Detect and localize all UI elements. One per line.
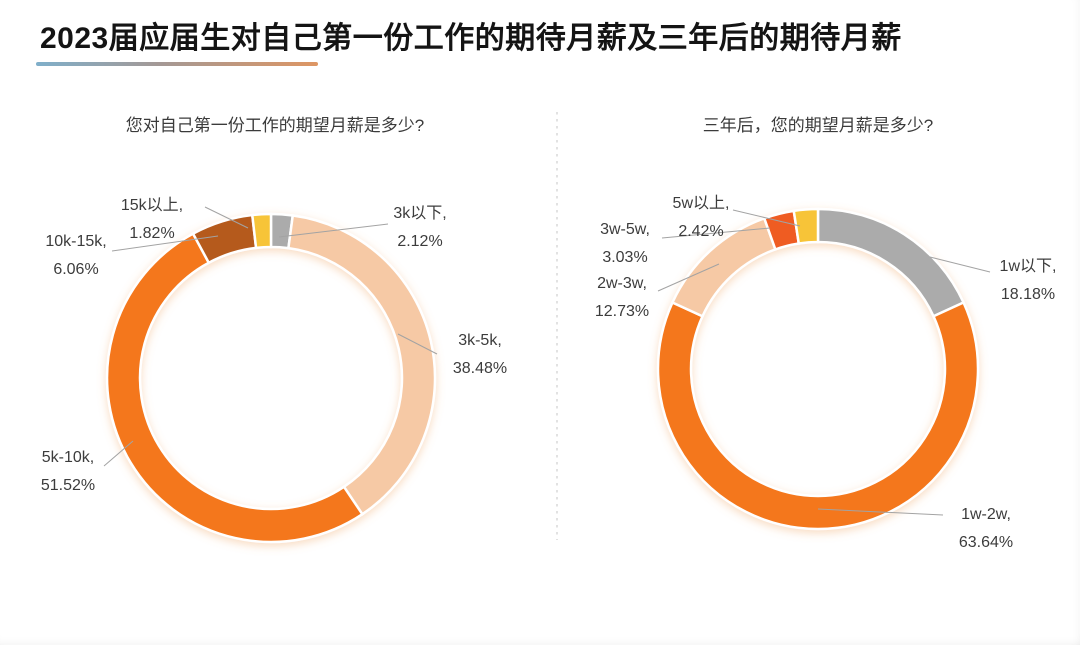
callout-left-10k-15k: 10k-15k, 6.06% [30,228,122,284]
callout-label: 1w以下, [999,258,1057,275]
leader-right-5w-plus [732,209,801,227]
callout-left-15k-plus: 15k以上, 1.82% [106,192,198,248]
callout-right-1w-under: 1w以下, 18.18% [982,253,1074,309]
callout-label: 3k以下, [393,205,447,222]
callout-value: 2.42% [678,223,724,240]
leader-left-15k-plus [204,206,249,229]
callout-label: 3w-5w, [600,221,650,238]
callout-right-3w-5w: 3w-5w, 3.03% [579,216,671,272]
callout-left-5k-10k: 5k-10k, 51.52% [22,444,114,500]
leader-right-1w-under [929,256,991,273]
donut-segment-0-4 [250,212,273,250]
callout-value: 12.73% [594,303,650,320]
donut-segment-0-2 [105,231,365,544]
leader-left-10k-15k [111,235,219,252]
callout-label: 15k以上, [120,197,184,214]
callout-right-2w-3w: 2w-3w, 12.73% [576,270,668,326]
callout-value: 2.12% [397,233,443,250]
leader-lines [103,206,991,516]
leader-right-1w-2w [817,508,944,516]
callout-label: 5w以上, [672,195,730,212]
callout-left-3k-under: 3k以下, 2.12% [374,200,466,256]
donut-segment-1-1 [656,300,980,531]
title-underline [36,62,318,66]
right-chart-title: 三年后，您的期望月薪是多少? [702,116,934,135]
leader-right-3w-5w [661,227,771,239]
callout-label: 2w-3w, [597,275,647,292]
callout-label: 10k-15k, [45,233,107,250]
callout-value: 63.64% [958,534,1014,551]
donut-segment-1-0 [816,207,966,318]
leader-left-3k-under [278,223,389,238]
callout-value: 3.03% [602,249,648,266]
page-title: 2023届应届生对自己第一份工作的期待月薪及三年后的期待月薪 [40,22,902,55]
callout-label: 3k-5k, [458,332,502,349]
right-donut-chart [656,207,980,531]
donut-segment-1-4 [792,207,820,245]
left-donut-chart [105,212,437,544]
donut-segment-0-1 [286,214,437,516]
leader-left-3k-5k [397,333,438,355]
leader-left-5k-10k [103,440,134,467]
leader-right-2w-3w [657,263,720,292]
callout-value: 18.18% [1000,286,1056,303]
callout-value: 1.82% [129,225,175,242]
callout-label: 5k-10k, [41,449,95,466]
callout-label: 1w-2w, [961,506,1011,523]
callout-right-5w-plus: 5w以上, 2.42% [655,190,747,246]
callout-left-3k-5k: 3k-5k, 38.48% [434,327,526,383]
callout-right-1w-2w: 1w-2w, 63.64% [940,501,1032,557]
callout-value: 38.48% [452,360,508,377]
callout-value: 6.06% [53,261,99,278]
callout-value: 51.52% [40,477,96,494]
left-chart-title: 您对自己第一份工作的期望月薪是多少? [125,116,425,135]
